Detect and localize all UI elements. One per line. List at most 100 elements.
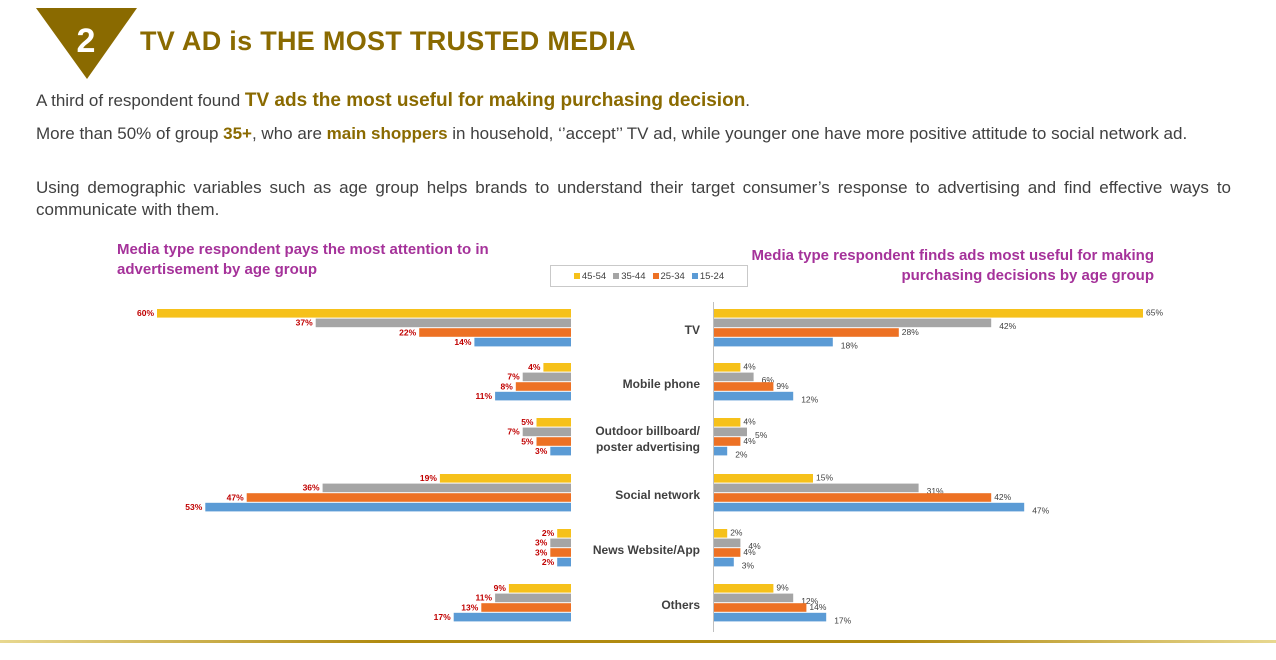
right-data-label: 5% [755,430,768,440]
left-data-label: 7% [507,372,520,382]
right-bar-15-24 [714,557,734,567]
left-bar-25-34 [515,382,571,391]
left-bar-15-24 [205,502,572,512]
left-data-label: 5% [521,436,534,446]
right-bar-35-44 [714,593,794,603]
right-data-label: 31% [927,486,944,496]
right-data-label: 4% [743,417,756,427]
right-data-label: 9% [776,583,789,593]
right-data-label: 12% [801,596,818,606]
right-data-label: 6% [762,375,775,385]
p2-highlight-shoppers: main shoppers [326,124,448,143]
category-label: Mobile phone [623,377,701,391]
section-number: 2 [77,22,96,60]
left-data-label: 2% [542,557,555,567]
left-data-label: 4% [528,362,541,372]
p1-highlight: TV ads the most useful for making purcha… [244,90,746,111]
right-bar-15-24 [714,446,728,456]
left-data-label: 3% [535,538,548,548]
paragraph-2: More than 50% of group 35+, who are main… [36,123,1231,145]
right-bar-45-54 [714,309,1143,318]
category-label: TV [685,323,700,337]
p2-text-b: , who are [251,124,327,143]
left-bar-25-34 [481,603,571,612]
right-bar-45-54 [714,529,728,538]
left-bar-35-44 [522,427,571,437]
left-data-label: 22% [399,327,416,337]
left-data-label: 8% [501,381,514,391]
right-bar-15-24 [714,612,827,622]
left-bar-15-24 [474,337,571,347]
legend-item-45-54: 45-54 [573,271,606,282]
left-bar-25-34 [550,548,571,557]
left-data-label: 5% [521,417,534,427]
legend-item-25-34: 25-34 [652,271,685,282]
right-bar-25-34 [714,548,741,557]
left-data-label: 17% [434,612,451,622]
category-label: News Website/App [593,543,700,557]
right-data-label: 2% [730,528,743,538]
right-bar-15-24 [714,391,794,401]
p2-text-a: More than 50% of group [36,124,224,143]
left-chart-title: Media type respondent pays the most atte… [117,241,489,278]
right-bar-25-34 [714,603,807,612]
paragraph-1: A third of respondent found TV ads the m… [36,90,1231,112]
left-bar-35-44 [322,483,571,493]
slide-title: TV AD is THE MOST TRUSTED MEDIA [140,26,636,56]
right-data-label: 4% [743,362,756,372]
right-data-label: 14% [809,602,826,612]
left-bar-45-54 [536,418,571,427]
left-bar-15-24 [453,612,571,622]
right-data-label: 12% [801,394,818,404]
left-bar-45-54 [439,474,571,483]
legend-item-15-24: 15-24 [691,271,724,282]
right-bar-35-44 [714,538,741,548]
p1-text: A third of respondent found [36,91,245,110]
left-bar-45-54 [508,584,571,593]
right-data-label: 47% [1032,505,1049,515]
left-bar-25-34 [419,328,571,337]
right-data-label: 3% [742,560,755,570]
right-data-label: 42% [999,321,1016,331]
right-bar-25-34 [714,328,899,337]
left-data-label: 36% [303,483,320,493]
right-bar-35-44 [714,372,754,382]
right-data-label: 2% [735,449,748,459]
right-data-label: 4% [743,547,756,557]
section-number-badge: 2 [36,8,137,79]
right-bar-35-44 [714,483,919,493]
category-label: Others [661,598,700,612]
left-data-label: 19% [420,473,437,483]
right-bar-25-34 [714,382,774,391]
right-data-label: 42% [994,492,1011,502]
footer-divider [0,640,1276,643]
left-data-label: 9% [494,583,507,593]
left-data-label: 3% [535,446,548,456]
left-data-label: 14% [454,337,471,347]
right-data-label: 9% [776,381,789,391]
left-bar-35-44 [495,593,571,603]
left-data-label: 47% [227,492,244,502]
right-bar-25-34 [714,437,741,446]
left-bar-45-54 [157,309,571,318]
p2-highlight-age: 35+ [223,124,252,143]
right-bar-45-54 [714,584,774,593]
left-data-label: 53% [185,502,202,512]
left-data-label: 3% [535,547,548,557]
right-bar-35-44 [714,427,747,437]
left-bar-45-54 [557,529,571,538]
right-chart-title: Media type respondent finds ads most use… [751,247,1154,284]
category-label: Social network [615,488,700,502]
left-bar-35-44 [522,372,571,382]
category-label: poster advertising [596,440,700,454]
right-data-label: 18% [841,340,858,350]
left-data-label: 11% [476,593,493,603]
left-data-label: 11% [476,391,493,401]
right-bar-15-24 [714,337,833,347]
left-data-label: 7% [507,427,520,437]
left-bar-45-54 [543,363,571,372]
right-bar-45-54 [714,474,813,483]
p1-end: . [745,91,751,110]
right-data-label: 15% [816,473,833,483]
